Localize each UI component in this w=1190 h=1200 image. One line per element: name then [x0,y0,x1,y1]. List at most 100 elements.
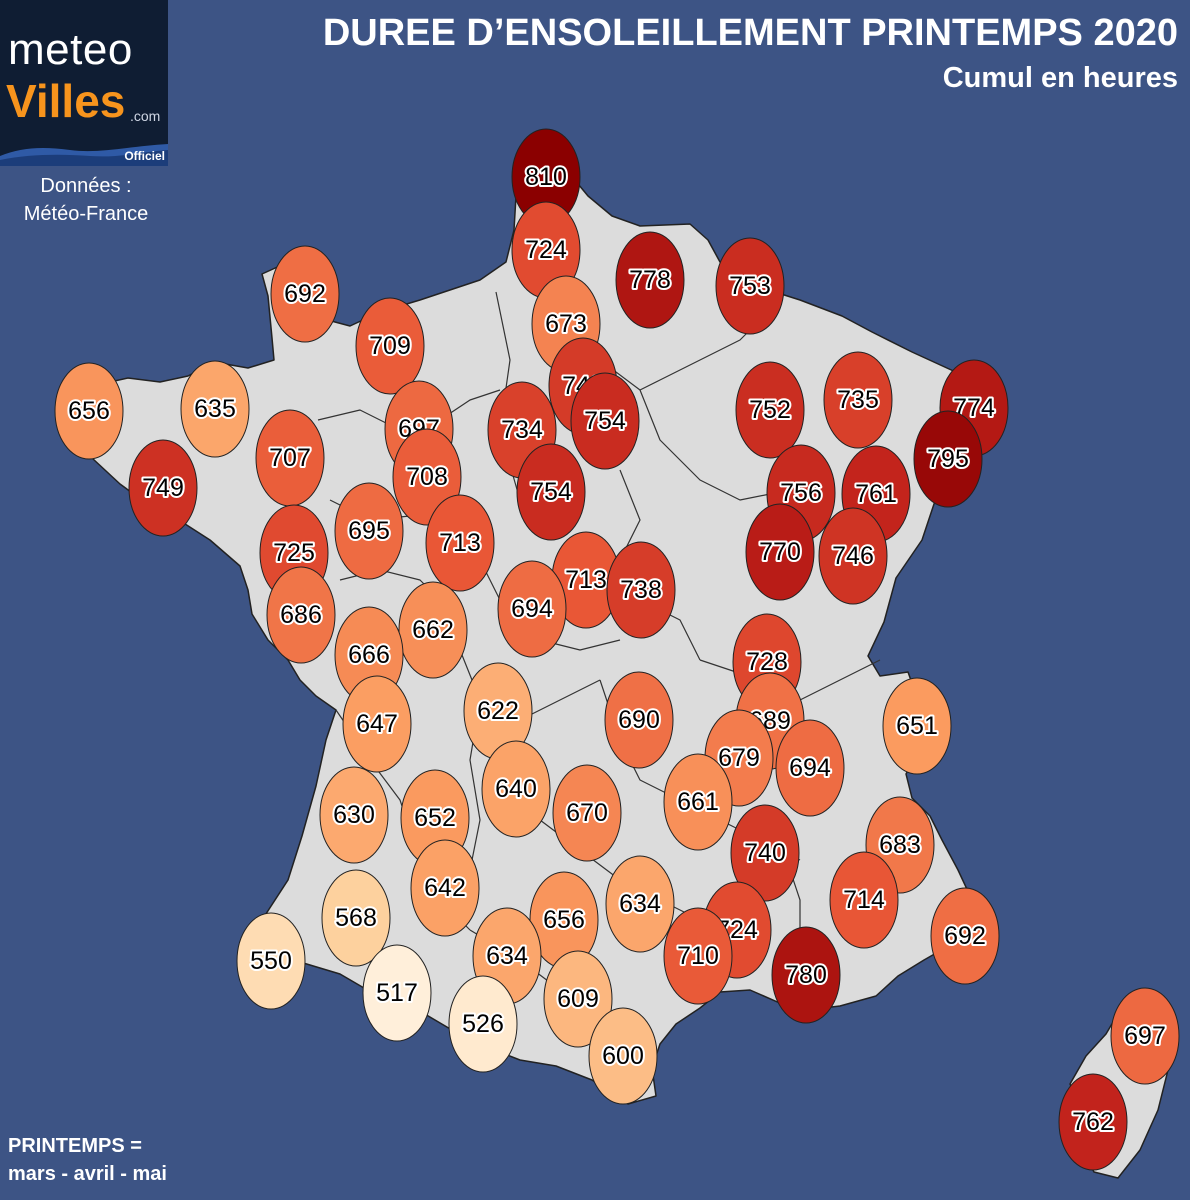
station-bubble [321,869,391,967]
station-value-label: 724 [525,236,567,264]
station-marker: 753 [715,237,785,335]
source-line-1: Données : [40,175,132,197]
station-value-label: 740 [744,839,786,867]
season-legend-line-1: PRINTEMPS = [8,1135,142,1157]
station-marker: 690 [604,671,674,769]
station-value-label: 630 [333,801,375,829]
station-bubble [745,503,815,601]
station-value-label: 725 [273,539,315,567]
station-marker: 780 [771,926,841,1024]
station-marker: 647 [342,675,412,773]
station-marker: 754 [570,372,640,470]
source-line-2: Météo-France [23,203,149,225]
station-marker: 670 [552,764,622,862]
station-value-label: 642 [424,874,466,902]
station-bubble [270,245,340,343]
station-marker: 550 [236,912,306,1010]
station-marker: 725 [259,504,329,602]
station-marker: 683 [865,796,935,894]
station-value-label: 697 [1124,1022,1166,1050]
station-value-label: 656 [543,906,585,934]
station-bubble [588,1007,658,1105]
station-bubble [823,351,893,449]
station-marker: 640 [481,740,551,838]
station-marker: 635 [180,360,250,458]
station-bubble [497,560,567,658]
station-value-label: 634 [619,890,661,918]
station-value-label: 679 [718,744,760,772]
station-marker: 517 [362,944,432,1042]
station-value-label: 647 [356,710,398,738]
station-value-label: 754 [530,478,572,506]
page-subtitle: Cumul en heures [942,62,1178,94]
station-bubble [319,766,389,864]
station-value-label: 752 [749,396,791,424]
station-bubble [54,362,124,460]
logo-villes-text: Villes [6,75,126,127]
station-value-label: 770 [759,538,801,566]
station-bubble [715,237,785,335]
station-marker: 634 [605,855,675,953]
station-value-label: 662 [412,616,454,644]
station-value-label: 756 [780,479,822,507]
station-markers: 810 724 778 753 673 692 709 740 656 635 697 734 754 7… [54,128,1180,1171]
station-value-label: 738 [620,576,662,604]
station-bubble [342,675,412,773]
station-bubble [1058,1073,1128,1171]
station-value-label: 761 [855,480,897,508]
station-value-label: 690 [618,706,660,734]
station-bubble [615,231,685,329]
station-value-label: 749 [142,474,184,502]
station-value-label: 673 [545,310,587,338]
station-marker: 713 [425,494,495,592]
station-marker: 735 [823,351,893,449]
station-bubble [481,740,551,838]
station-value-label: 778 [629,266,671,294]
station-value-label: 695 [348,517,390,545]
station-bubble [735,361,805,459]
logo-meteo-text: meteo [8,25,133,74]
station-bubble [663,753,733,851]
station-value-label: 651 [896,712,938,740]
station-value-label: 666 [348,641,390,669]
station-value-label: 670 [566,799,608,827]
page-title: DUREE D’ENSOLEILLEMENT PRINTEMPS 2020 [322,12,1178,54]
station-bubble [829,851,899,949]
station-bubble [663,907,733,1005]
station-bubble [730,804,800,902]
station-value-label: 746 [832,542,874,570]
station-marker: 656 [54,362,124,460]
station-marker: 622 [463,662,533,760]
station-marker: 810 [511,128,581,226]
station-marker: 749 [128,439,198,537]
station-value-label: 708 [406,463,448,491]
station-bubble [604,671,674,769]
station-marker: 662 [398,581,468,679]
station-marker: 752 [735,361,805,459]
station-value-label: 694 [511,595,553,623]
station-bubble [1110,987,1180,1085]
station-bubble [362,944,432,1042]
station-bubble [425,494,495,592]
station-marker: 746 [818,507,888,605]
station-bubble [448,975,518,1073]
station-value-label: 634 [486,942,528,970]
station-value-label: 735 [837,386,879,414]
station-value-label: 713 [565,566,607,594]
station-bubble [543,950,613,1048]
station-value-label: 568 [335,904,377,932]
station-value-label: 709 [369,332,411,360]
station-bubble [266,566,336,664]
station-value-label: 550 [250,947,292,975]
station-value-label: 753 [729,272,771,300]
station-value-label: 707 [269,444,311,472]
station-value-label: 692 [284,280,326,308]
logo-officiel-text: Officiel [124,149,165,163]
station-marker: 774 [939,359,1009,457]
station-marker: 778 [615,231,685,329]
station-marker: 697 [1110,987,1180,1085]
station-value-label: 810 [525,163,567,191]
station-marker: 568 [321,869,391,967]
station-value-label: 600 [602,1042,644,1070]
